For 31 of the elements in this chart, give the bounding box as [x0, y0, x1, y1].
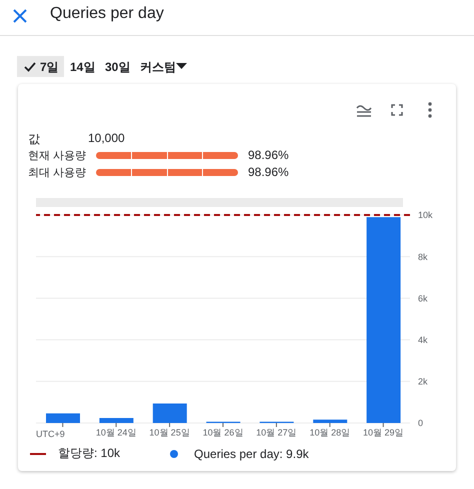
y-tick-label: 6k [418, 293, 428, 304]
x-tick-label: 10월 25일 [149, 427, 190, 438]
x-tick-label: 10월 26일 [202, 427, 244, 438]
bar [99, 418, 134, 423]
bar [152, 403, 187, 423]
y-tick-label: 2k [418, 376, 428, 387]
text: 98.96% [248, 165, 289, 179]
bar [366, 217, 401, 423]
text: 값 [28, 131, 40, 148]
x-tick-label: 10월 29일 [363, 427, 404, 438]
bar [46, 413, 80, 423]
text: 14일 [70, 59, 96, 76]
x-tick-label: 10월 27일 [256, 427, 297, 438]
text: 7일 [40, 59, 59, 76]
y-tick-label: 0 [418, 418, 424, 428]
text: 커스텀 [140, 59, 176, 76]
y-tick-label: 4k [418, 334, 428, 345]
x-tick-label: 10월 28일 [310, 427, 350, 438]
y-tick-label: 10k [418, 210, 434, 220]
text: 30일 [105, 59, 130, 76]
x-tick-label: 10월 24일 [96, 427, 136, 438]
bar [313, 420, 348, 423]
y-tick-label: 8k [418, 252, 428, 262]
text: 최대 사용량 [28, 166, 86, 180]
legend-label: Queries per day: 9.9k [194, 446, 309, 460]
text: 10,000 [88, 131, 125, 145]
chart-title: Queries per day [50, 5, 164, 23]
text: UTC+9 [36, 429, 65, 439]
text: 현재 사용량 [28, 149, 86, 163]
legend-label: 할당량: 10k [58, 445, 120, 462]
text: 98.96% [248, 148, 289, 162]
